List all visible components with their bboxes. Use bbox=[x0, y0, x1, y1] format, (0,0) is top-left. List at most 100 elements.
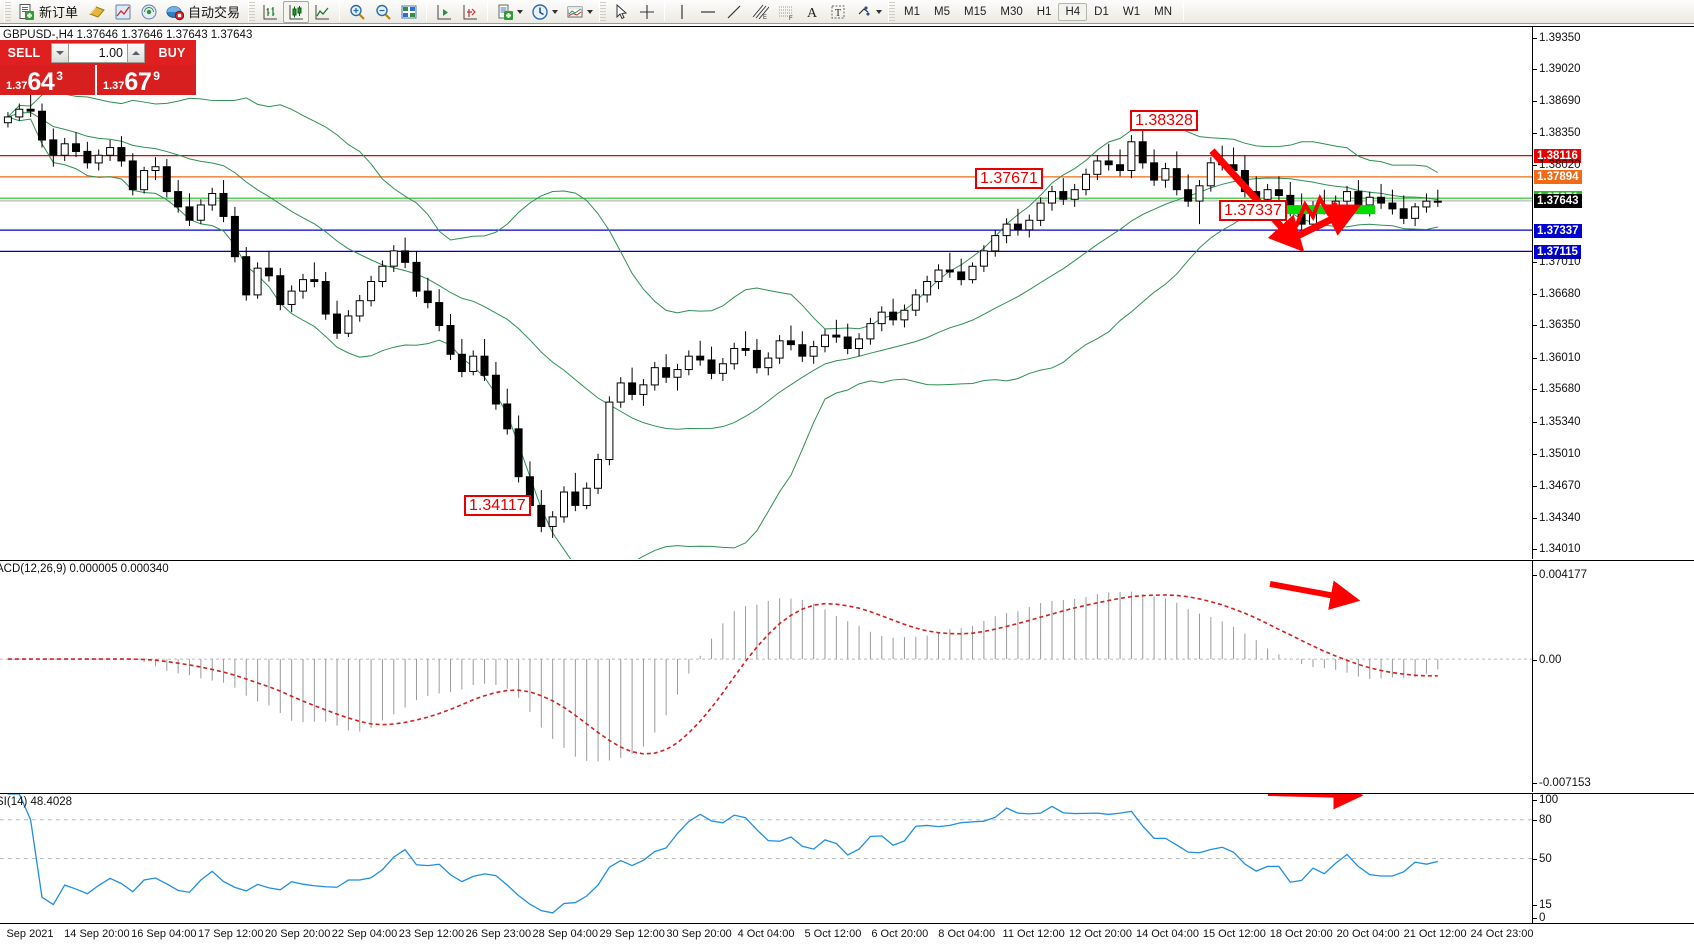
objects-button[interactable] bbox=[851, 1, 886, 23]
auto-trading-button[interactable]: 自动交易 bbox=[162, 1, 246, 23]
price-label-137894[interactable]: 1.37894 bbox=[1534, 170, 1582, 185]
rsi-plot-area[interactable] bbox=[0, 794, 1532, 923]
market-watch-button[interactable] bbox=[110, 1, 136, 23]
add-indicator-caret-icon[interactable] bbox=[517, 9, 524, 14]
svg-text:E: E bbox=[763, 15, 767, 21]
fibonacci-button[interactable]: F bbox=[773, 1, 799, 23]
price-label-138116[interactable]: 1.38116 bbox=[1534, 148, 1581, 163]
channel-button[interactable]: E bbox=[747, 1, 773, 23]
toolbar-grip-2[interactable] bbox=[248, 1, 256, 22]
cursor-icon bbox=[616, 3, 628, 19]
timeframe-w1[interactable]: W1 bbox=[1122, 5, 1141, 18]
annotation-level-137671[interactable]: 1.37671 bbox=[975, 168, 1043, 189]
templates-caret-icon[interactable] bbox=[587, 9, 594, 14]
objects-caret-icon[interactable] bbox=[876, 9, 883, 14]
crosshair-icon bbox=[640, 4, 655, 19]
toolbar-grip[interactable] bbox=[4, 1, 11, 22]
chevron-up-icon bbox=[132, 50, 140, 55]
time-tick: Sep 2021 bbox=[6, 928, 54, 940]
candle-chart-button[interactable] bbox=[283, 0, 310, 23]
shift-end-button[interactable] bbox=[457, 1, 483, 23]
rsi-chart-svg bbox=[0, 794, 1532, 914]
timeframe-m5[interactable]: M5 bbox=[934, 5, 950, 18]
macd-axis[interactable]: 0.004177 0.00 -0.007153 bbox=[1532, 561, 1694, 792]
shift-end-icon bbox=[463, 4, 478, 19]
bar-chart-icon bbox=[263, 4, 278, 19]
time-tick: 22 Sep 04:00 bbox=[331, 928, 398, 940]
zoom-in-button[interactable] bbox=[344, 1, 370, 23]
rsi-tick: 100 bbox=[1532, 794, 1559, 806]
volume-decrease-button[interactable] bbox=[51, 42, 69, 63]
timeframe-d1[interactable]: D1 bbox=[1094, 5, 1109, 18]
crosshair-button[interactable] bbox=[634, 1, 660, 23]
one-click-trading-panel[interactable]: SELL 1.00 BUY 1.37 64 3 1.37 67 9 bbox=[0, 40, 196, 95]
price-axis[interactable]: 1.381161.378941.376711.376431.373371.371… bbox=[1532, 27, 1694, 559]
timeframe-h4[interactable]: H4 bbox=[1058, 2, 1088, 21]
zoom-out-icon bbox=[376, 4, 391, 20]
add-indicator-button[interactable] bbox=[492, 1, 527, 23]
macd-pane[interactable]: ACD(12,26,9) 0.000005 0.000340 0.004177 0… bbox=[0, 560, 1694, 792]
main-chart-pane[interactable]: GBPUSD-,H4 1.37646 1.37646 1.37643 1.376… bbox=[0, 26, 1694, 559]
new-order-button[interactable]: 新订单 bbox=[13, 1, 84, 23]
time-axis[interactable]: Sep 2021 14 Sep 20:00 16 Sep 04:00 17 Sep 1… bbox=[0, 923, 1694, 945]
text-button[interactable]: A bbox=[799, 1, 825, 23]
line-chart-button[interactable] bbox=[309, 1, 335, 23]
price-label-137337[interactable]: 1.37337 bbox=[1534, 223, 1582, 238]
timeframe-m1[interactable]: M1 bbox=[904, 5, 921, 18]
buy-button[interactable]: BUY bbox=[148, 40, 196, 65]
timeframe-mn[interactable]: MN bbox=[1154, 5, 1172, 18]
rsi-axis[interactable]: 100 80 50 15 0 bbox=[1532, 794, 1694, 924]
data-window-button[interactable] bbox=[396, 1, 422, 23]
templates-button[interactable] bbox=[562, 1, 597, 23]
volume-input[interactable]: 1.00 bbox=[69, 42, 127, 63]
zoom-out-button[interactable] bbox=[370, 1, 396, 23]
buy-price-display[interactable]: 1.37 67 9 bbox=[97, 65, 196, 95]
indicators-button[interactable] bbox=[84, 1, 110, 23]
rsi-pane[interactable]: SI(14) 48.4028 100 80 50 15 0 bbox=[0, 793, 1694, 924]
sell-price-sup: 3 bbox=[56, 69, 63, 83]
time-tick: 8 Oct 04:00 bbox=[938, 928, 996, 940]
clock-icon bbox=[532, 3, 548, 20]
cursor-button[interactable] bbox=[608, 1, 634, 23]
price-label-137643[interactable]: 1.37643 bbox=[1534, 194, 1582, 209]
horizontal-line-button[interactable] bbox=[695, 1, 721, 23]
time-tick: 20 Oct 04:00 bbox=[1336, 928, 1400, 940]
auto-trading-label: 自动交易 bbox=[188, 5, 241, 20]
toolbar-grip-4[interactable] bbox=[888, 1, 896, 22]
timeframe-m30[interactable]: M30 bbox=[1000, 5, 1023, 18]
navigator-button[interactable] bbox=[136, 1, 162, 23]
rsi-tick: 50 bbox=[1533, 853, 1552, 865]
buy-price-sup: 9 bbox=[153, 69, 160, 83]
price-tick: 1.35340 bbox=[1533, 415, 1581, 428]
sell-button[interactable]: SELL bbox=[0, 40, 48, 65]
time-tick: 26 Sep 23:00 bbox=[465, 928, 532, 940]
time-tick: 5 Oct 12:00 bbox=[804, 928, 862, 940]
shift-start-button[interactable] bbox=[431, 1, 457, 23]
indicators-icon bbox=[89, 5, 105, 18]
price-plot-area[interactable] bbox=[0, 27, 1532, 559]
shift-start-icon bbox=[437, 4, 452, 19]
vertical-line-button[interactable] bbox=[669, 1, 695, 23]
annotation-high-138328[interactable]: 1.38328 bbox=[1130, 110, 1198, 131]
auto-trading-icon bbox=[166, 5, 185, 20]
period-caret-icon[interactable] bbox=[552, 9, 559, 14]
macd-plot-area[interactable] bbox=[0, 561, 1532, 792]
price-label-137115[interactable]: 1.37115 bbox=[1534, 244, 1581, 259]
period-button[interactable] bbox=[527, 1, 562, 23]
time-tick: 30 Sep 20:00 bbox=[666, 928, 732, 940]
toolbar-separator-3 bbox=[487, 2, 489, 21]
bar-chart-button[interactable] bbox=[257, 1, 283, 23]
timeframe-h1[interactable]: H1 bbox=[1036, 5, 1052, 18]
annotation-low-134117[interactable]: 1.34117 bbox=[464, 495, 531, 516]
volume-control[interactable]: 1.00 bbox=[48, 40, 148, 65]
text-label-icon: T bbox=[831, 5, 845, 19]
sell-price-display[interactable]: 1.37 64 3 bbox=[0, 65, 97, 95]
toolbar-grip-3[interactable] bbox=[599, 1, 607, 22]
timeframe-m15[interactable]: M15 bbox=[964, 5, 987, 18]
data-window-icon bbox=[401, 5, 417, 18]
text-label-button[interactable]: T bbox=[825, 1, 851, 23]
trendline-icon bbox=[727, 5, 741, 18]
trendline-button[interactable] bbox=[721, 1, 747, 23]
volume-increase-button[interactable] bbox=[127, 42, 145, 63]
annotation-level-137337[interactable]: 1.37337 bbox=[1219, 200, 1287, 221]
